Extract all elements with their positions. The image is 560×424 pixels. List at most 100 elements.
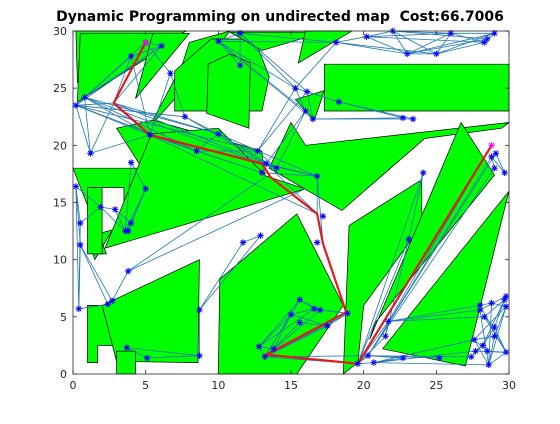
graph-edge bbox=[84, 97, 91, 154]
graph-edge bbox=[261, 172, 318, 177]
graph-node bbox=[399, 354, 407, 362]
graph-node bbox=[382, 333, 389, 340]
graph-node bbox=[488, 299, 495, 307]
graph-node bbox=[273, 165, 280, 172]
x-tick-label: 25 bbox=[429, 379, 443, 392]
obstacle-polygon bbox=[135, 32, 191, 99]
graph-node bbox=[364, 352, 372, 359]
graph-node bbox=[81, 94, 88, 101]
node-stroke bbox=[503, 349, 509, 355]
graph-edge bbox=[218, 40, 337, 43]
graph-edge bbox=[491, 156, 505, 174]
node-stroke bbox=[477, 302, 483, 309]
graph-edge bbox=[366, 36, 408, 55]
graph-edge bbox=[266, 163, 277, 169]
node-stroke bbox=[355, 361, 361, 367]
graph-node bbox=[409, 115, 417, 123]
graph-node bbox=[404, 50, 411, 58]
node-stroke bbox=[317, 307, 323, 313]
graph-edge bbox=[184, 116, 267, 164]
node-stroke bbox=[215, 131, 221, 137]
graph-node bbox=[420, 169, 427, 176]
x-tick-label: 20 bbox=[357, 379, 371, 392]
graph-edge bbox=[170, 73, 186, 117]
graph-node bbox=[502, 293, 510, 300]
graph-edge bbox=[130, 162, 147, 189]
graph-edge bbox=[218, 41, 241, 66]
node-stroke bbox=[484, 36, 490, 42]
graph-node bbox=[125, 267, 132, 275]
graph-edge bbox=[258, 308, 315, 347]
graph-node bbox=[472, 347, 479, 355]
node-stroke bbox=[345, 310, 351, 317]
y-tick-label: 25 bbox=[53, 82, 67, 95]
graph-node bbox=[485, 361, 492, 369]
obstacle-polygon bbox=[324, 63, 510, 112]
graph-edge bbox=[479, 309, 490, 365]
node-stroke bbox=[77, 242, 83, 248]
graph-edge bbox=[482, 296, 507, 346]
graph-node bbox=[492, 150, 500, 157]
graph-node bbox=[258, 169, 266, 176]
graph-edge bbox=[258, 314, 292, 347]
graph-node bbox=[502, 303, 510, 310]
graph-edge bbox=[392, 30, 408, 55]
graph-edge bbox=[90, 134, 151, 154]
graph-edge bbox=[392, 30, 488, 40]
graph-edge bbox=[257, 87, 296, 152]
y-tick-label: 20 bbox=[53, 139, 67, 152]
graph-edge bbox=[367, 355, 472, 358]
graph-edge bbox=[90, 102, 115, 154]
start-node bbox=[142, 39, 149, 46]
graph-node bbox=[370, 359, 378, 366]
node-stroke bbox=[112, 206, 118, 213]
graph-node bbox=[287, 311, 295, 318]
graph-edge bbox=[218, 40, 296, 89]
node-stroke bbox=[491, 333, 498, 339]
y-tick-label: 5 bbox=[60, 311, 67, 324]
graph-node bbox=[87, 150, 94, 157]
graph-edge bbox=[149, 134, 318, 215]
graph-edge bbox=[113, 45, 163, 104]
graph-edge bbox=[257, 150, 277, 169]
graph-node bbox=[436, 354, 443, 362]
node-stroke bbox=[365, 353, 371, 359]
node-stroke bbox=[273, 165, 280, 171]
node-stroke bbox=[128, 53, 134, 59]
graph-node bbox=[196, 306, 203, 314]
graph-edge bbox=[264, 313, 348, 358]
graph-edge bbox=[78, 244, 81, 309]
graph-node bbox=[158, 42, 165, 50]
graph-edge bbox=[436, 42, 485, 55]
graph-edge bbox=[199, 242, 244, 311]
graph-edge bbox=[239, 32, 308, 92]
obstacle-polygon bbox=[268, 121, 511, 211]
node-stroke bbox=[297, 297, 303, 303]
node-stroke bbox=[73, 102, 79, 108]
node-stroke bbox=[237, 30, 243, 36]
graph-edge bbox=[84, 96, 219, 135]
x-tick-label: 5 bbox=[142, 379, 149, 392]
graph-node bbox=[97, 203, 104, 211]
shortest-path-line bbox=[112, 41, 493, 365]
graph-edge bbox=[113, 102, 267, 164]
node-stroke bbox=[433, 51, 439, 57]
graph-node bbox=[72, 102, 80, 109]
node-stroke bbox=[143, 39, 149, 46]
graph-edge bbox=[388, 316, 485, 322]
graph-node bbox=[181, 113, 189, 120]
graph-edge bbox=[336, 42, 408, 55]
node-stroke bbox=[125, 228, 131, 234]
graph-edge bbox=[114, 209, 132, 224]
node-stroke bbox=[371, 359, 377, 366]
graph-edge bbox=[145, 42, 162, 47]
graph-edge bbox=[265, 110, 306, 164]
graph-node bbox=[143, 354, 151, 362]
graph-edge bbox=[79, 244, 113, 301]
node-stroke bbox=[215, 38, 221, 44]
graph-node bbox=[127, 159, 135, 166]
graph-edge bbox=[75, 186, 81, 245]
node-stroke bbox=[259, 170, 265, 176]
node-stroke bbox=[76, 306, 82, 312]
